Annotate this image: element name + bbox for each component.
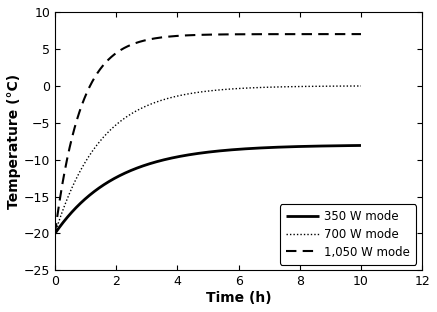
700 W mode bbox=[68, 189, 73, 193]
X-axis label: Time (h): Time (h) bbox=[206, 291, 271, 305]
1,050 W mode bbox=[201, 33, 206, 37]
700 W mode bbox=[193, 91, 198, 95]
350 W mode bbox=[52, 232, 58, 235]
1,050 W mode bbox=[52, 232, 58, 235]
1,050 W mode bbox=[193, 33, 198, 37]
1,050 W mode bbox=[358, 32, 364, 36]
350 W mode bbox=[293, 145, 298, 149]
700 W mode bbox=[52, 232, 58, 235]
1,050 W mode bbox=[68, 142, 73, 145]
350 W mode bbox=[358, 144, 364, 147]
350 W mode bbox=[193, 152, 198, 156]
Legend: 350 W mode, 700 W mode, 1,050 W mode: 350 W mode, 700 W mode, 1,050 W mode bbox=[280, 204, 416, 265]
350 W mode bbox=[201, 151, 206, 154]
700 W mode bbox=[358, 84, 364, 88]
Line: 350 W mode: 350 W mode bbox=[55, 145, 361, 233]
700 W mode bbox=[349, 84, 354, 88]
350 W mode bbox=[349, 144, 354, 148]
350 W mode bbox=[350, 144, 355, 148]
Y-axis label: Temperature (°C): Temperature (°C) bbox=[7, 74, 21, 209]
700 W mode bbox=[350, 84, 355, 88]
350 W mode bbox=[68, 212, 73, 215]
1,050 W mode bbox=[349, 32, 354, 36]
1,050 W mode bbox=[293, 32, 298, 36]
Line: 1,050 W mode: 1,050 W mode bbox=[55, 34, 361, 233]
700 W mode bbox=[293, 85, 298, 88]
Line: 700 W mode: 700 W mode bbox=[55, 86, 361, 233]
1,050 W mode bbox=[350, 32, 355, 36]
700 W mode bbox=[201, 90, 206, 93]
